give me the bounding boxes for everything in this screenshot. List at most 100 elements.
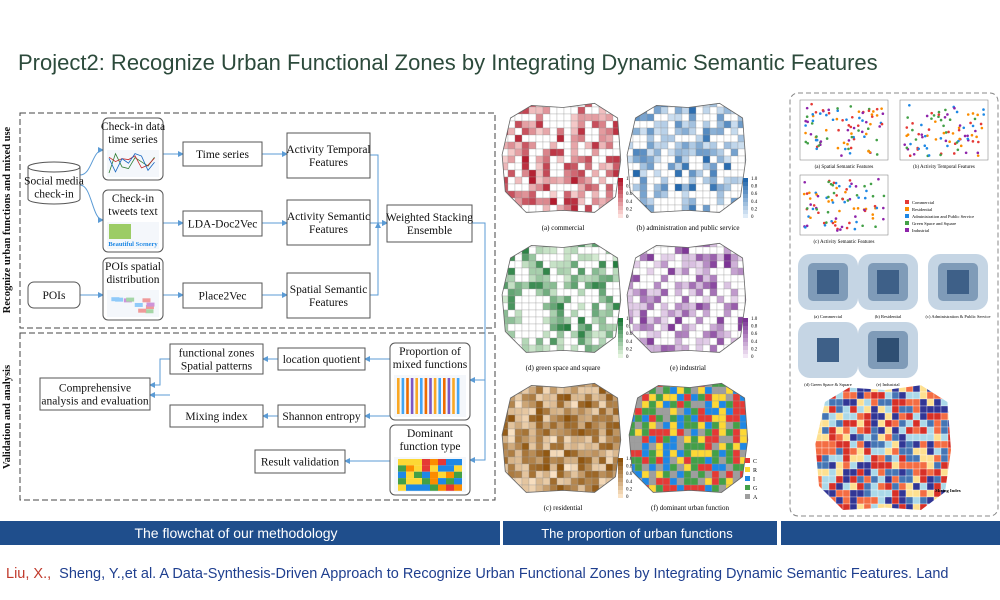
map-cell bbox=[528, 456, 537, 465]
scatter-dot bbox=[906, 116, 909, 119]
map-cell bbox=[556, 127, 565, 136]
map-cell bbox=[835, 468, 844, 477]
map-cell bbox=[919, 405, 928, 414]
map-cell bbox=[676, 477, 685, 486]
map-cell bbox=[612, 260, 621, 269]
map-cell bbox=[535, 162, 544, 171]
map-cell bbox=[667, 295, 676, 304]
map-cell bbox=[556, 155, 565, 164]
map-cell bbox=[591, 470, 600, 479]
map-cell bbox=[655, 428, 664, 437]
thumb-cell bbox=[142, 298, 151, 303]
thumb-cell bbox=[446, 478, 454, 485]
map-cell bbox=[947, 433, 951, 442]
map-cell bbox=[514, 449, 523, 458]
map-cell bbox=[653, 176, 662, 185]
map-cell bbox=[549, 386, 558, 395]
scatter-dot bbox=[819, 140, 823, 143]
map-cell bbox=[716, 267, 725, 276]
map-cell bbox=[542, 456, 551, 465]
map-cell bbox=[737, 106, 746, 115]
map-cell bbox=[704, 393, 713, 402]
scatter-dot bbox=[805, 192, 809, 195]
map-cell bbox=[723, 288, 732, 297]
scatter-dot bbox=[857, 129, 860, 132]
map-cell bbox=[535, 183, 544, 192]
map-cell bbox=[528, 435, 537, 444]
map-cell bbox=[681, 141, 690, 150]
map-outline bbox=[501, 382, 622, 493]
map-cell bbox=[502, 351, 509, 353]
map-cell bbox=[905, 433, 914, 442]
map-cell bbox=[535, 491, 544, 493]
map-cell bbox=[842, 489, 851, 498]
map-cell bbox=[863, 398, 872, 407]
map-cell bbox=[704, 456, 713, 465]
map-cell bbox=[711, 449, 720, 458]
map-cell bbox=[639, 295, 648, 304]
map-cell bbox=[674, 302, 683, 311]
map-cell bbox=[577, 428, 586, 437]
scatter-dot bbox=[835, 186, 838, 190]
map-cell bbox=[723, 183, 732, 192]
map-cell bbox=[542, 407, 551, 416]
node-box bbox=[286, 132, 371, 179]
map-cell bbox=[704, 442, 713, 451]
map-cell bbox=[709, 190, 718, 199]
map-cell bbox=[646, 302, 655, 311]
legend-swatch bbox=[905, 214, 909, 218]
map-cell bbox=[632, 127, 641, 136]
map-cell bbox=[632, 211, 641, 213]
map-cell bbox=[563, 449, 572, 458]
map-outline bbox=[501, 102, 622, 213]
map-cell bbox=[723, 260, 732, 269]
scatter-dot bbox=[939, 118, 943, 122]
map-cell bbox=[598, 316, 607, 325]
scatter-dot bbox=[833, 220, 837, 224]
map-cell bbox=[877, 398, 886, 407]
map-cell bbox=[508, 359, 515, 366]
colorbar bbox=[743, 182, 748, 186]
map-cell bbox=[730, 267, 739, 276]
map-cell bbox=[646, 113, 655, 122]
map-cell bbox=[584, 176, 593, 185]
map-cell bbox=[688, 323, 697, 332]
map-cell bbox=[507, 176, 516, 185]
map-cell bbox=[542, 386, 551, 395]
map-cell bbox=[690, 414, 699, 423]
map-cell bbox=[891, 461, 900, 470]
arrow bbox=[79, 184, 104, 223]
map-cell bbox=[646, 197, 655, 206]
node-label: Result validation bbox=[261, 457, 340, 469]
map-cell bbox=[688, 127, 697, 136]
map-cell bbox=[634, 477, 643, 486]
map-cell bbox=[697, 491, 706, 493]
map-cell bbox=[870, 440, 879, 449]
map-cell bbox=[514, 463, 523, 472]
map-cell bbox=[842, 454, 851, 463]
map-cell bbox=[542, 337, 551, 346]
map-cell bbox=[688, 162, 697, 171]
map-cell bbox=[912, 433, 921, 442]
map-cell bbox=[507, 428, 516, 437]
colorbar bbox=[743, 350, 748, 354]
map-cell bbox=[683, 491, 692, 493]
scatter-dot bbox=[839, 228, 842, 231]
map-cell bbox=[646, 330, 655, 339]
map-cell bbox=[584, 491, 593, 493]
map-cell bbox=[584, 120, 593, 129]
map-cell bbox=[634, 449, 643, 458]
map-cell bbox=[507, 274, 516, 283]
thumb-cell bbox=[446, 465, 454, 472]
map-cell bbox=[716, 302, 725, 311]
map-cell bbox=[667, 190, 676, 199]
map-cell bbox=[598, 155, 607, 164]
map-cell bbox=[627, 302, 634, 311]
map-cell bbox=[730, 155, 739, 164]
thumb-cell bbox=[454, 471, 462, 479]
map-cell bbox=[948, 511, 955, 518]
map-cell bbox=[641, 383, 650, 388]
map-cell bbox=[640, 359, 647, 366]
scatter-dot bbox=[959, 144, 963, 148]
map-cell bbox=[697, 428, 706, 437]
